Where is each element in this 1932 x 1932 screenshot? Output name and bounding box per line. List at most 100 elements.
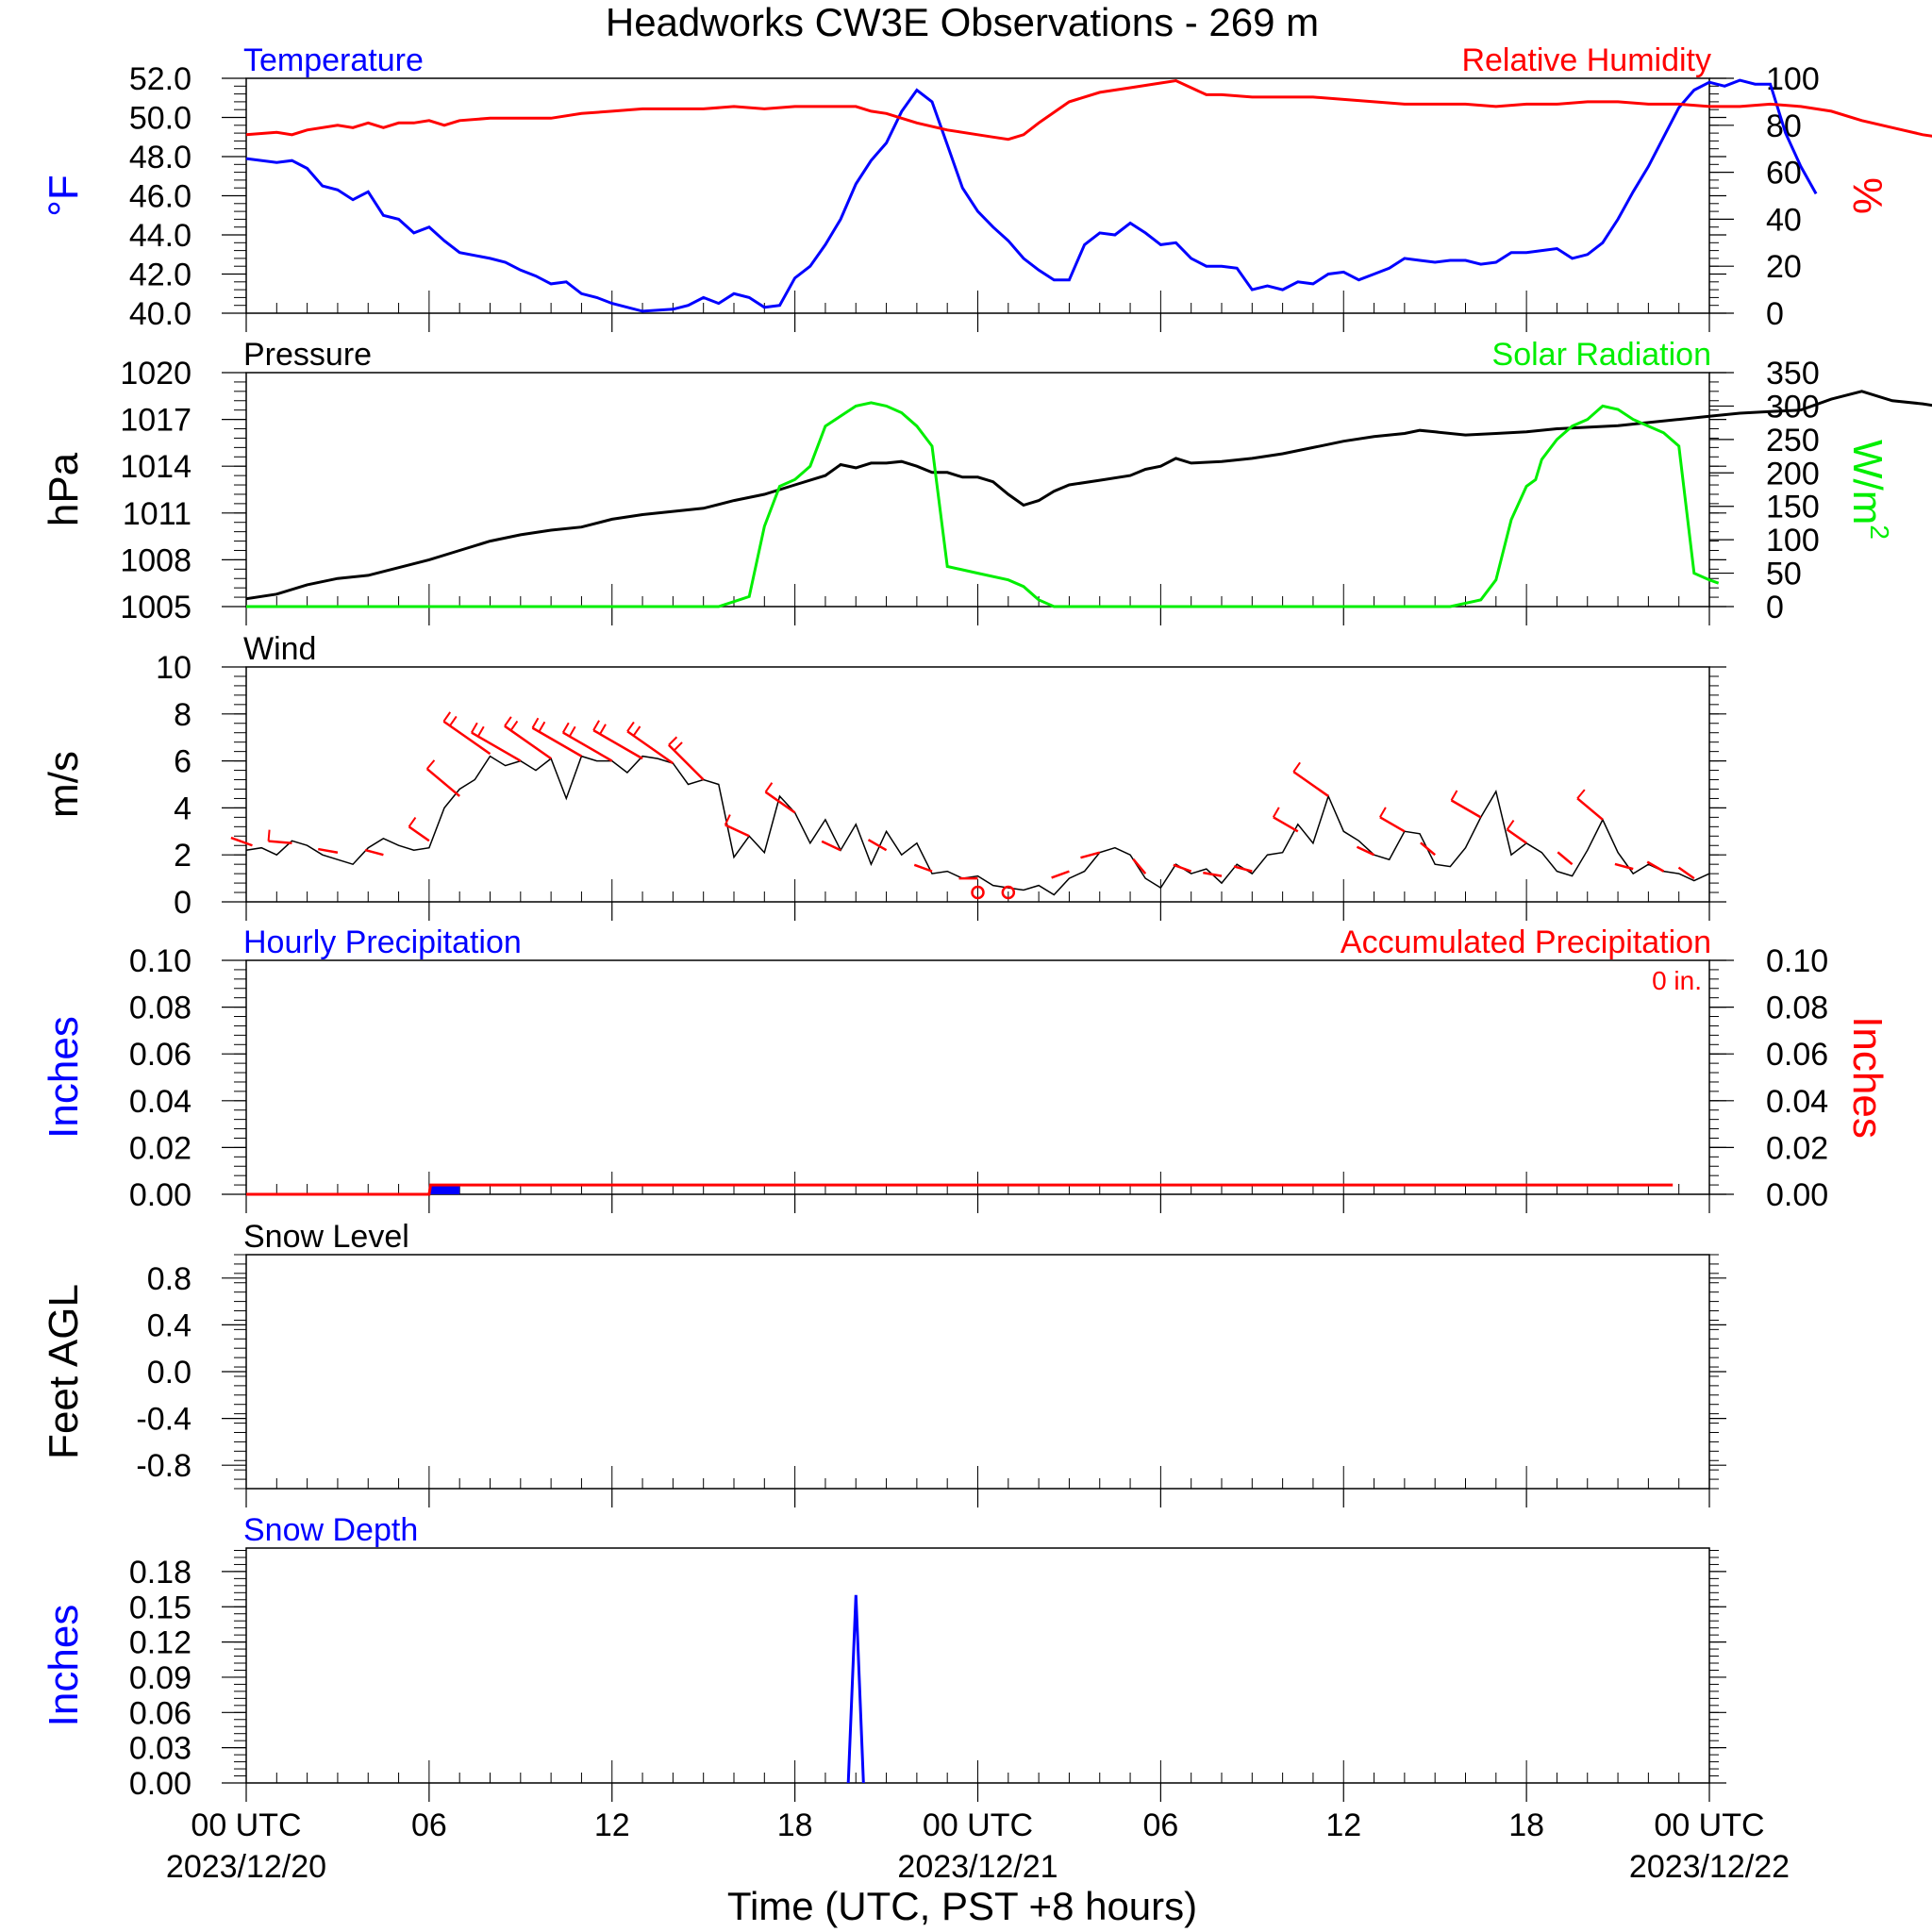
y-tick-label: 0.03	[129, 1731, 192, 1767]
panel-4: Snow Level -0.8 -0.4 0.0 0.4 0.8 Feet AGL	[41, 1219, 1726, 1507]
wind-barb	[1557, 851, 1574, 866]
y-tick-label: 0	[174, 885, 192, 921]
wind-barb-feather	[476, 725, 485, 738]
y-tick-label: 0.00	[129, 1766, 192, 1802]
wind-barb-feather	[531, 717, 540, 729]
wind-barb-feather	[470, 722, 478, 734]
wind-barb	[913, 863, 933, 873]
y2-tick-label: 100	[1766, 523, 1820, 558]
wind-barb-feather	[626, 721, 635, 732]
chart-title: Headworks CW3E Observations - 269 m	[606, 0, 1319, 44]
y-tick-label: 0.8	[147, 1261, 192, 1297]
y-tick-label: 0.15	[129, 1590, 192, 1625]
series-line-1	[246, 1183, 1674, 1196]
y-tick-label: 1014	[120, 449, 192, 485]
wind-barb-feather	[632, 725, 641, 737]
panel-title-left: Wind	[243, 631, 316, 667]
wind-barb	[1051, 870, 1070, 879]
wind-barb	[821, 840, 841, 852]
wind-barb	[1292, 771, 1329, 797]
wind-barb	[626, 730, 675, 765]
y-tick-label: 0.02	[129, 1130, 192, 1166]
y2-axis-label: %	[1844, 177, 1890, 214]
wind-barb-feather	[568, 725, 576, 738]
y2-tick-label: 100	[1766, 61, 1820, 97]
plot-frame	[245, 959, 1710, 1195]
wind-barb	[1356, 845, 1375, 857]
panel-title-left: Snow Depth	[243, 1512, 418, 1548]
wind-barb	[1646, 860, 1665, 873]
wind-barb	[1420, 841, 1436, 857]
wind-barb-feather	[509, 720, 519, 731]
series-line-0	[245, 78, 1818, 313]
x-tick-label: 00 UTC	[191, 1807, 301, 1843]
wind-barb-feather	[1272, 807, 1280, 818]
y-tick-label: 0.0	[147, 1355, 192, 1391]
x-tick-label: 06	[411, 1807, 447, 1843]
panel-title-left: Pressure	[243, 337, 372, 373]
series-line-1	[246, 401, 1720, 608]
y-tick-label: 40.0	[129, 296, 192, 332]
series-line-1	[245, 78, 1932, 142]
y2-axis-label: Inches	[1844, 1016, 1890, 1139]
wind-barb-feather	[425, 759, 436, 770]
y-tick-label: 0.4	[147, 1307, 192, 1343]
plot-frame	[245, 666, 1710, 903]
y-tick-label: 6	[174, 744, 192, 780]
wind-barb-feather	[673, 741, 683, 752]
y2-tick-label: 0	[1766, 296, 1784, 332]
wind-barb	[1614, 862, 1634, 871]
x-tick-label: 00 UTC	[923, 1807, 1033, 1843]
wind-calm-circle	[1001, 885, 1016, 900]
y-tick-label: 50.0	[129, 101, 192, 137]
x-tick-label: 00 UTC	[1654, 1807, 1764, 1843]
wind-barb	[1132, 858, 1147, 874]
y2-tick-label: 250	[1766, 423, 1820, 458]
y2-tick-label: 50	[1766, 557, 1802, 592]
y-tick-label: 0.06	[129, 1695, 192, 1731]
wind-barb	[1173, 863, 1192, 873]
x-tick-date: 2023/12/22	[1629, 1849, 1790, 1885]
y-tick-label: 1011	[123, 496, 192, 532]
wind-barb	[1576, 797, 1604, 821]
y2-tick-label: 0.10	[1766, 943, 1828, 979]
x-tick-date: 2023/12/20	[166, 1849, 326, 1885]
y2-tick-label: 20	[1766, 249, 1802, 285]
wind-barb	[471, 731, 522, 762]
wind-barb	[230, 836, 253, 847]
wind-barb-feather	[1576, 789, 1586, 799]
y-tick-label: 0.12	[129, 1625, 192, 1661]
wind-calm-circle	[971, 885, 985, 900]
wind-barb	[1379, 816, 1406, 833]
x-axis-label: Time (UTC, PST +8 hours)	[727, 1884, 1197, 1928]
y-tick-label: 1005	[120, 590, 192, 625]
wind-barb	[562, 731, 613, 762]
panel-title-right: Relative Humidity	[1461, 42, 1711, 78]
wind-barb	[724, 824, 750, 838]
wind-barb	[592, 729, 643, 760]
y2-tick-label: 0.04	[1766, 1084, 1828, 1120]
y-tick-label: 46.0	[129, 179, 192, 215]
panel-title-right: Solar Radiation	[1492, 337, 1711, 373]
panel-0: Temperature Relative Humidity 40.042.0 44.0…	[41, 42, 1932, 332]
wind-barb-feather	[267, 829, 271, 841]
y2-tick-label: 0.02	[1766, 1130, 1828, 1166]
wind-barb	[318, 847, 339, 854]
wind-barb	[764, 791, 796, 814]
y-axis-label: m/s	[41, 751, 87, 818]
y2-tick-label: 350	[1766, 356, 1820, 391]
wind-barb-feather	[724, 814, 731, 825]
series-line-0	[846, 1594, 865, 1784]
wind-barb	[531, 726, 583, 758]
y-tick-label: 44.0	[129, 218, 192, 254]
y-tick-label: -0.8	[136, 1448, 192, 1484]
wind-barb-feather	[442, 711, 452, 723]
y-axis-label: Inches	[41, 1016, 87, 1139]
y2-tick-label: 40	[1766, 202, 1802, 238]
y-axis-label: °F	[41, 175, 87, 216]
wind-barb-feather	[538, 721, 546, 733]
y-axis-label: Feet AGL	[41, 1284, 87, 1459]
panel-title-left: Temperature	[243, 42, 424, 78]
y-tick-label: 0.08	[129, 991, 192, 1026]
